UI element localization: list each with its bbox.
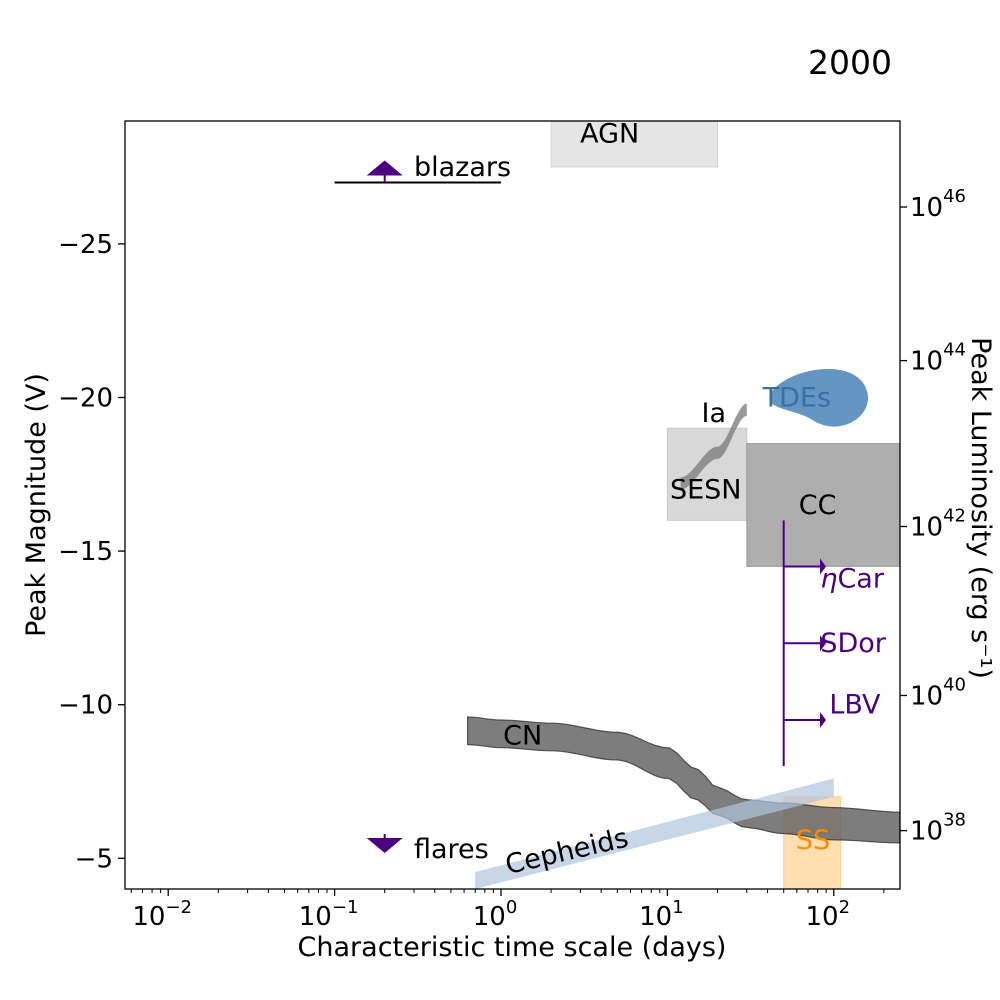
lbv-label-0: ηCar	[820, 564, 885, 595]
sesn-region	[666, 427, 748, 521]
y2-tick-base-0: 10	[910, 193, 943, 223]
y-tick-label-3: −10	[58, 691, 113, 721]
y2-tick-base-1: 10	[910, 347, 943, 377]
chart-title: 2000	[808, 43, 892, 82]
y2-axis-title: Peak Luminosity (erg s⁻¹)	[965, 337, 996, 679]
y2-tick-base-2: 10	[910, 513, 943, 543]
y-tick-label-0: −25	[58, 230, 113, 260]
ia-label: Ia	[702, 398, 727, 429]
lbv-label-1: SDor	[820, 628, 886, 659]
ticks-layer: 10−2 10−1 100 101 102−25−20−15−10−5104610441…	[58, 186, 966, 932]
x-tick-base-4: 10	[806, 902, 839, 932]
y2-tick-label-4: 1038	[910, 810, 966, 847]
x-tick-label-4: 102	[806, 897, 851, 932]
sesn-label: SESN	[670, 475, 742, 506]
x-tick-exp-1: −1	[332, 897, 359, 918]
x-tick-base-2: 10	[473, 902, 506, 932]
cn-region	[467, 716, 900, 844]
x-tick-exp-3: 1	[672, 897, 683, 918]
cepheids-region	[475, 778, 834, 889]
y2-tick-exp-2: 42	[943, 506, 966, 527]
x-tick-base-3: 10	[639, 902, 672, 932]
lbv-arrowhead-1	[820, 635, 827, 652]
blazars-marker	[366, 160, 403, 176]
agn-region	[550, 121, 718, 168]
marks-layer: AGN SESN CC SS CN Cepheids TDEs Ia blazars flares…	[334, 118, 887, 881]
regions-layer	[467, 121, 900, 889]
y2-tick-label-1: 1044	[910, 340, 966, 377]
cc-label: CC	[799, 490, 837, 521]
x-tick-label-1: 10−1	[299, 897, 359, 932]
x-tick-label-2: 100	[473, 897, 518, 932]
y2-tick-base-3: 10	[910, 681, 943, 711]
y2-tick-exp-4: 38	[943, 810, 966, 831]
x-tick-exp-4: 2	[839, 897, 850, 918]
y2-tick-exp-1: 44	[943, 340, 966, 361]
tdes-label: TDEs	[762, 382, 831, 413]
x-tick-exp-0: −2	[165, 897, 192, 918]
y-axis-title: Peak Magnitude (V)	[21, 373, 52, 637]
y2-tick-label-0: 1046	[910, 186, 966, 223]
lbv-label-2: LBV	[829, 690, 881, 721]
flares-label: flares	[414, 834, 489, 865]
y-tick-label-4: −5	[75, 844, 113, 874]
x-axis-title: Characteristic time scale (days)	[298, 932, 727, 963]
cepheids-label: Cepheids	[502, 823, 631, 881]
x-tick-label-3: 101	[639, 897, 684, 932]
axes-frame	[124, 120, 901, 890]
y2-tick-base-4: 10	[910, 817, 943, 847]
x-tick-exp-2: 0	[506, 897, 517, 918]
y2-tick-label-2: 1042	[910, 506, 966, 543]
cn-label: CN	[503, 720, 542, 751]
x-tick-base-0: 10	[132, 902, 165, 932]
cc-region	[746, 443, 900, 567]
lbv-arrowhead-0	[820, 558, 827, 575]
lbv-label-0-text: Car	[837, 564, 884, 595]
ia-region	[680, 403, 747, 490]
y2-tick-exp-3: 40	[943, 674, 966, 695]
ss-label: SS	[796, 825, 830, 856]
agn-label: AGN	[580, 118, 639, 149]
tdes-region	[769, 368, 869, 427]
blazars-label: blazars	[414, 152, 511, 183]
x-tick-label-0: 10−2	[132, 897, 192, 932]
x-tick-base-1: 10	[299, 902, 332, 932]
y-tick-label-2: −15	[58, 537, 113, 567]
lbv-label-0-symbol: η	[820, 564, 837, 595]
y2-tick-exp-0: 46	[943, 186, 966, 207]
y-tick-label-1: −20	[58, 383, 113, 413]
flares-marker	[366, 837, 403, 853]
y2-tick-label-3: 1040	[910, 674, 966, 711]
lbv-arrowhead-2	[820, 712, 827, 729]
